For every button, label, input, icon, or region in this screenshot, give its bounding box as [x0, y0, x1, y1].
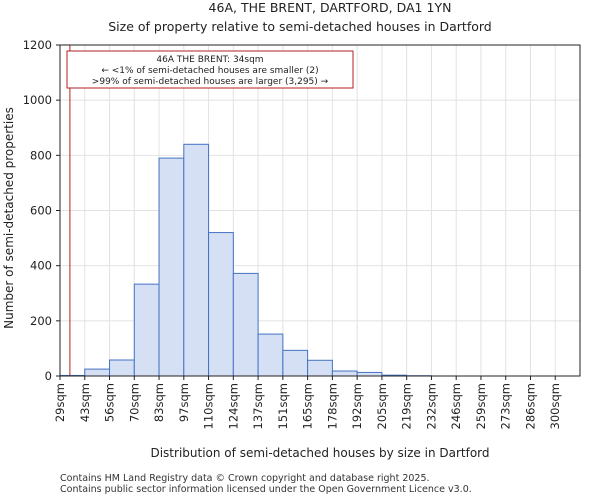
chart-title: 46A, THE BRENT, DARTFORD, DA1 1YN	[209, 0, 452, 15]
x-tick-label: 124sqm	[226, 383, 240, 429]
x-tick-label: 192sqm	[350, 383, 364, 429]
bar-70sqm	[133, 283, 160, 377]
gridlines	[60, 45, 580, 376]
bar-43sqm	[84, 368, 111, 377]
x-tick-label: 151sqm	[276, 383, 290, 429]
footer-line-1: Contains HM Land Registry data © Crown c…	[60, 473, 430, 484]
bar-137sqm	[257, 333, 284, 377]
marker-annotation: 46A THE BRENT: 34sqm ← <1% of semi-detac…	[66, 50, 354, 89]
x-tick-label: 137sqm	[251, 383, 265, 429]
footer-line-2: Contains public sector information licen…	[60, 484, 472, 495]
x-tick-label: 232sqm	[424, 383, 438, 429]
x-tick-label: 70sqm	[127, 383, 141, 422]
x-tick-label: 205sqm	[375, 383, 389, 429]
x-tick-label: 259sqm	[474, 383, 488, 429]
bar-178sqm	[331, 370, 358, 377]
y-axis-label: Number of semi-detached properties	[2, 107, 16, 329]
bar-165sqm	[307, 359, 333, 377]
bar-series	[59, 143, 432, 377]
annotation-box	[66, 50, 354, 89]
bar-151sqm	[282, 349, 309, 377]
x-tick-label: 300sqm	[548, 383, 562, 429]
bar-124sqm	[232, 272, 259, 377]
x-axis-ticks: 29sqm 43sqm 56sqm 70sqm 83sqm 97sqm 110sqm 124s…	[53, 376, 562, 429]
y-tick-label: 400	[30, 259, 52, 273]
bar-97sqm	[183, 143, 210, 377]
y-tick-label: 1200	[23, 38, 52, 52]
y-tick-label: 0	[45, 369, 52, 383]
x-tick-label: 246sqm	[449, 383, 463, 429]
x-tick-label: 110sqm	[202, 383, 216, 429]
x-tick-label: 97sqm	[177, 383, 191, 422]
y-tick-label: 800	[30, 148, 52, 162]
annotation-line-2: ← <1% of semi-detached houses are smalle…	[101, 66, 318, 76]
chart-subtitle: Size of property relative to semi-detach…	[108, 19, 492, 34]
y-tick-label: 1000	[23, 93, 52, 107]
x-tick-label: 286sqm	[523, 383, 537, 429]
x-tick-label: 219sqm	[400, 383, 414, 429]
bar-83sqm	[158, 157, 185, 377]
x-tick-label: 165sqm	[301, 383, 315, 429]
y-axis-ticks: 0 200 400 600 800 1000 1200	[23, 38, 60, 383]
x-tick-label: 273sqm	[499, 383, 513, 429]
annotation-line-1: 46A THE BRENT: 34sqm	[156, 55, 263, 65]
x-tick-label: 56sqm	[103, 383, 117, 422]
x-tick-label: 83sqm	[152, 383, 166, 422]
bar-56sqm	[109, 359, 135, 377]
x-tick-label: 178sqm	[325, 383, 339, 429]
x-axis-label: Distribution of semi-detached houses by …	[150, 446, 489, 460]
y-tick-label: 200	[30, 314, 52, 328]
annotation-line-3: >99% of semi-detached houses are larger …	[92, 77, 329, 87]
x-tick-label: 29sqm	[53, 383, 67, 422]
y-tick-label: 600	[30, 204, 52, 218]
bar-192sqm	[356, 371, 383, 377]
bar-110sqm	[208, 232, 234, 377]
x-tick-label: 43sqm	[78, 383, 92, 422]
